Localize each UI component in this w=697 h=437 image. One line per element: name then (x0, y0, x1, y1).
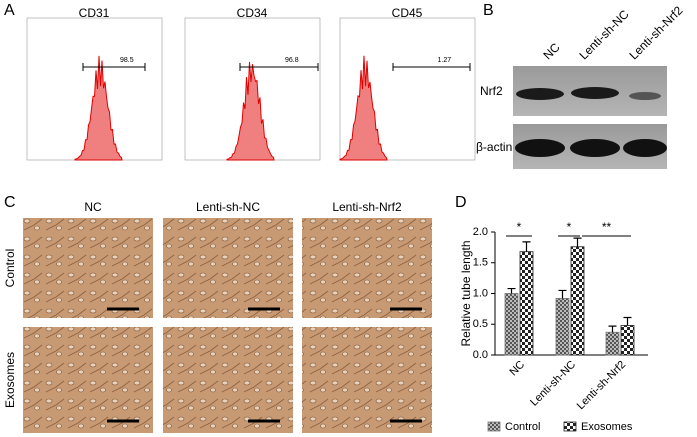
flow-title: CD34 (237, 6, 268, 20)
flow-title: CD45 (392, 6, 423, 20)
panel-letter: C (4, 194, 16, 211)
legend-swatch (563, 421, 577, 432)
bar (620, 325, 635, 356)
blot-band (570, 139, 620, 157)
micrograph (23, 327, 153, 433)
legend-label: Exosomes (581, 421, 633, 433)
blot-band (516, 88, 564, 100)
panel-letter: D (455, 194, 467, 211)
bar (605, 331, 620, 356)
micrograph (23, 218, 153, 318)
micrographs (23, 218, 432, 433)
column-label: Lenti-sh-Nrf2 (332, 200, 402, 214)
scale-bar (107, 307, 422, 423)
micrograph (163, 327, 293, 433)
x-tick-label: NC (507, 359, 527, 379)
significance-label: * (517, 220, 522, 234)
gate-value: 98.5 (120, 57, 134, 64)
y-tick-label: 0.5 (473, 318, 488, 330)
gate (82, 63, 146, 71)
blot-lane-label: Lenti-sh-NC (576, 7, 631, 62)
blot-band (629, 92, 661, 100)
blot-band (571, 87, 619, 99)
y-tick-label: 0.0 (473, 349, 488, 361)
gate-value: 1.27 (438, 57, 452, 64)
bar (519, 251, 534, 356)
micrograph (163, 218, 293, 318)
significance-label: * (567, 220, 572, 234)
error-bar (608, 325, 617, 333)
column-label: Lenti-sh-NC (196, 200, 260, 214)
panel-letter: B (483, 2, 494, 19)
error-bar (507, 287, 516, 294)
blot-row-label: β-actin (476, 140, 512, 154)
micrograph (302, 218, 432, 318)
gate (392, 63, 471, 71)
blot-band (623, 139, 667, 157)
micrograph (302, 327, 432, 433)
bar (570, 246, 585, 356)
flow-histogram (74, 55, 123, 161)
blot-band (515, 139, 565, 157)
blot-row-label: Nrf2 (480, 84, 503, 98)
error-bar (573, 237, 582, 247)
blot-lane-label: Lenti-sh-Nrf2 (626, 3, 685, 62)
blot-lane-label: NC (540, 40, 562, 62)
error-bar (623, 316, 632, 326)
row-label: Exosomes (3, 352, 17, 408)
y-tick-label: 1.5 (473, 257, 488, 269)
panel-letter: A (4, 2, 15, 19)
y-axis-label: Relative tube length (459, 240, 473, 346)
flow-histogram (226, 61, 275, 161)
y-tick-label: 1.0 (473, 287, 488, 299)
legend-swatch (487, 421, 501, 432)
legend-label: Control (505, 421, 540, 433)
gate-value: 96.8 (285, 57, 299, 64)
row-label: Control (3, 249, 17, 288)
bar (504, 293, 519, 356)
flow-histogram (339, 55, 388, 161)
error-bar (522, 241, 531, 252)
x-tick-label: Lenti-sh-NC (528, 359, 578, 409)
significance-label: ** (602, 220, 612, 234)
flow-title: CD31 (79, 6, 110, 20)
column-label: NC (84, 200, 102, 214)
y-tick-label: 2.0 (473, 226, 488, 238)
error-bar (558, 289, 567, 299)
bar (555, 298, 570, 356)
gate (239, 63, 319, 71)
x-tick-label: Lenti-sh-Nrf2 (575, 359, 628, 412)
flow-frame (339, 17, 476, 161)
